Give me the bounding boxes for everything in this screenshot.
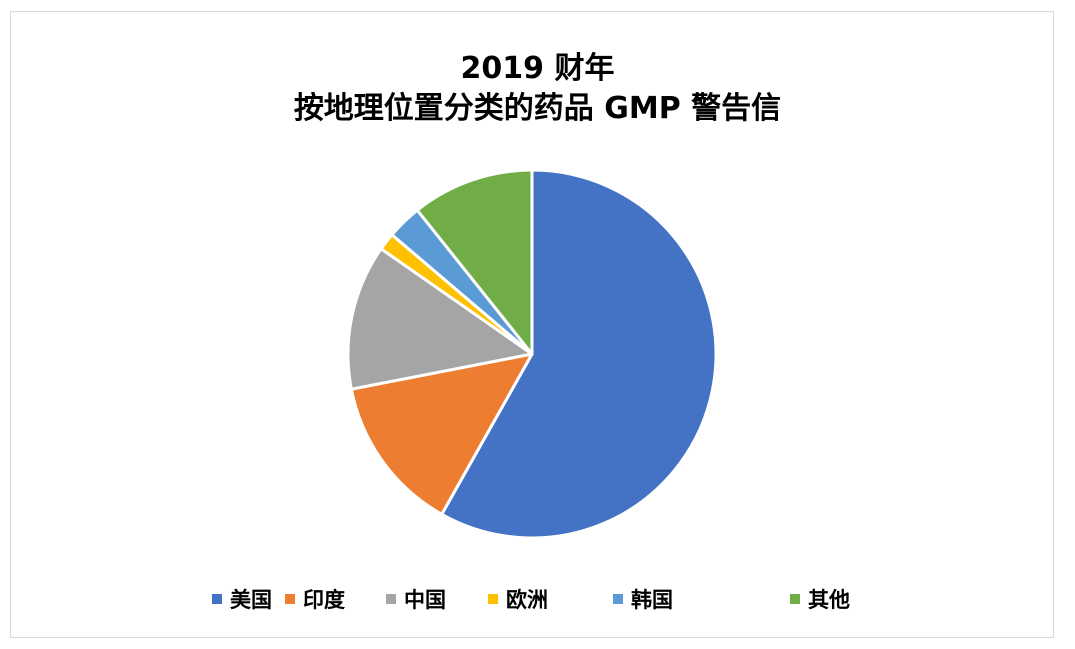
legend-item-5: 其他 xyxy=(790,585,850,613)
pie-slice-0 xyxy=(440,168,718,540)
legend-swatch-5 xyxy=(790,594,800,604)
legend-label-5: 其他 xyxy=(808,588,850,612)
legend-swatch-2 xyxy=(386,594,396,604)
legend-swatch-0 xyxy=(212,594,222,604)
chart-title-line-1: 2019 财年 xyxy=(460,51,615,86)
legend-item-2: 中国 xyxy=(386,585,446,613)
pie-slice-5 xyxy=(415,168,534,356)
chart-title-line-2: 按地理位置分类的药品 GMP 警告信 xyxy=(293,91,782,126)
legend-label-2: 中国 xyxy=(404,588,446,612)
legend-item-4: 韩国 xyxy=(613,585,673,613)
legend-label-4: 韩国 xyxy=(631,588,673,612)
legend-swatch-1 xyxy=(285,594,295,604)
legend-label-3: 欧洲 xyxy=(506,588,548,612)
legend-swatch-4 xyxy=(613,594,623,604)
legend-label-1: 印度 xyxy=(303,588,345,612)
legend-item-0: 美国 xyxy=(212,585,272,613)
legend-swatch-3 xyxy=(488,594,498,604)
pie-slice-1 xyxy=(349,352,534,516)
legend-label-0: 美国 xyxy=(230,588,272,612)
legend-item-1: 印度 xyxy=(285,585,345,613)
legend-item-3: 欧洲 xyxy=(488,585,548,613)
pie-slice-2 xyxy=(346,247,534,391)
